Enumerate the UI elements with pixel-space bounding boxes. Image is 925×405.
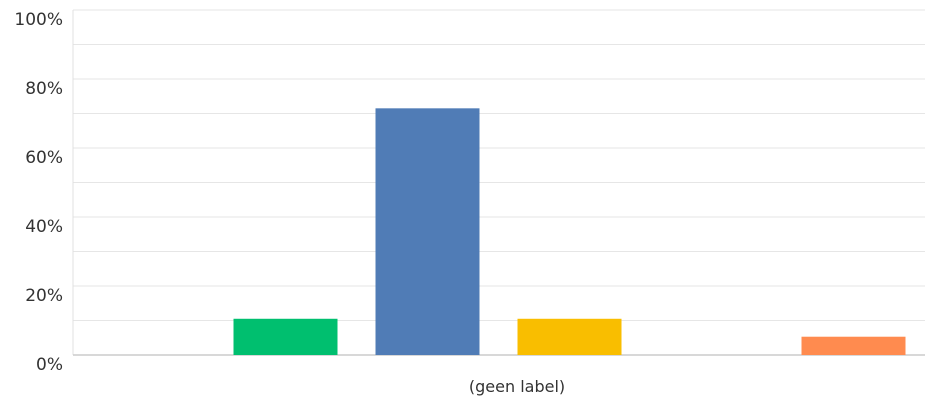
y-tick-label-5: 100% [14, 10, 63, 30]
y-tick-label-2: 40% [25, 217, 63, 237]
grid-lines [73, 9, 925, 321]
y-tick-label-0: 0% [36, 355, 63, 375]
bar-5[interactable] [801, 336, 906, 355]
y-tick-label-4: 80% [25, 79, 63, 99]
bar-1[interactable] [233, 318, 338, 355]
axes [72, 10, 925, 356]
bars [233, 108, 906, 355]
bar-3[interactable] [517, 318, 622, 355]
x-axis-title: (geen label) [469, 377, 565, 396]
y-tick-label-1: 20% [25, 286, 63, 306]
y-tick-label-3: 60% [25, 148, 63, 168]
y-tick-labels: 0% 20% 40% 60% 80% 100% [14, 10, 63, 375]
bar-2[interactable] [375, 108, 480, 355]
